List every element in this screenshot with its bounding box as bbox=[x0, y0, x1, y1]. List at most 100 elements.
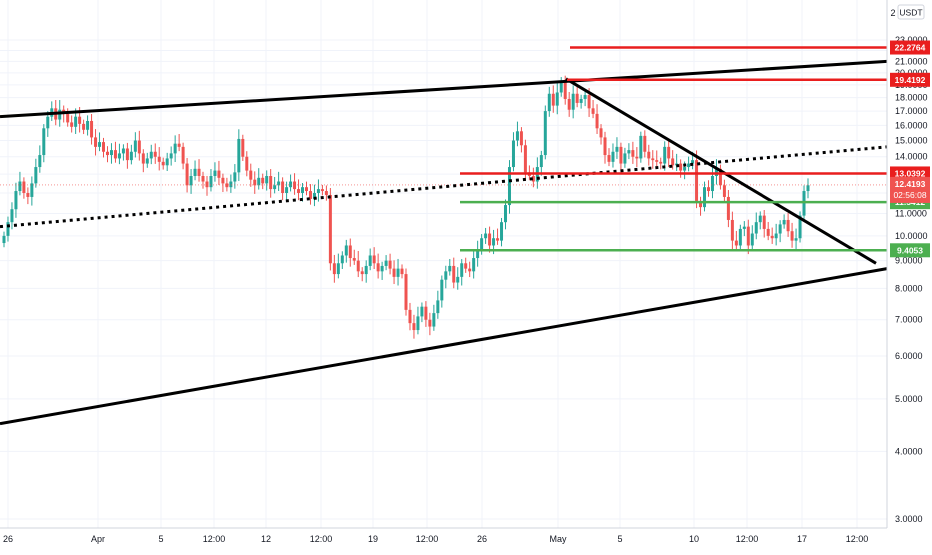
candle-body bbox=[412, 323, 416, 331]
candle bbox=[265, 170, 269, 191]
currency-badge[interactable]: USDT 2 bbox=[890, 4, 925, 20]
candle-body bbox=[607, 155, 611, 162]
candle-body bbox=[706, 187, 710, 192]
candle-body bbox=[567, 98, 571, 110]
candle bbox=[10, 202, 14, 230]
candle bbox=[125, 142, 129, 169]
candle bbox=[237, 129, 241, 181]
countdown-value: 02:56:08 bbox=[893, 190, 926, 200]
candle bbox=[82, 119, 86, 135]
candle-body bbox=[436, 300, 440, 314]
candle-body bbox=[22, 181, 26, 193]
candle bbox=[257, 168, 261, 190]
candle-body bbox=[806, 185, 810, 192]
candle-body bbox=[774, 233, 778, 239]
candle bbox=[782, 214, 786, 229]
candle bbox=[579, 94, 583, 109]
candle bbox=[241, 134, 245, 162]
level-badge: 22.2764 bbox=[890, 40, 930, 55]
candle bbox=[611, 143, 615, 168]
candle-body bbox=[571, 93, 575, 110]
candle bbox=[34, 158, 38, 188]
candle bbox=[253, 171, 257, 194]
candle-body bbox=[105, 151, 109, 156]
x-tick-label: 5 bbox=[617, 534, 622, 544]
candle-body bbox=[643, 135, 647, 152]
candle bbox=[754, 212, 758, 240]
candle bbox=[488, 226, 492, 253]
candle-body bbox=[58, 109, 62, 120]
candle bbox=[667, 139, 671, 168]
candle-body bbox=[575, 93, 579, 103]
candle bbox=[70, 115, 74, 133]
candle-body bbox=[480, 238, 484, 251]
trendline-channel-midline[interactable] bbox=[0, 145, 888, 229]
candle-body bbox=[543, 111, 547, 156]
x-tick-label: 12:00 bbox=[416, 534, 439, 544]
candle-body bbox=[388, 260, 392, 269]
candle-body bbox=[790, 231, 794, 241]
candle-body bbox=[197, 168, 201, 176]
candle-body bbox=[157, 156, 161, 162]
level-badge-bg bbox=[890, 40, 930, 55]
candle bbox=[583, 89, 587, 107]
candle bbox=[695, 150, 699, 209]
candle-body bbox=[352, 258, 356, 261]
candle bbox=[511, 132, 515, 172]
candle-body bbox=[102, 142, 106, 152]
candle bbox=[539, 150, 543, 176]
candle-body bbox=[623, 153, 627, 164]
candle-body bbox=[66, 113, 70, 123]
candle-body bbox=[448, 265, 452, 272]
candle-body bbox=[770, 235, 774, 239]
candle-body bbox=[42, 128, 46, 156]
candle bbox=[555, 82, 559, 115]
candle-body bbox=[117, 153, 121, 159]
candle bbox=[519, 127, 523, 153]
candle bbox=[452, 257, 456, 289]
candle-body bbox=[551, 93, 555, 106]
candle-body bbox=[488, 233, 492, 246]
level-value: 13.0392 bbox=[895, 168, 926, 178]
candle-body bbox=[225, 183, 229, 188]
candle-body bbox=[26, 192, 30, 197]
candle bbox=[599, 124, 603, 145]
candle bbox=[762, 210, 766, 238]
candle-body bbox=[599, 128, 603, 138]
candle bbox=[547, 86, 551, 117]
x-tick-label: 10 bbox=[689, 534, 699, 544]
level-badge-bg bbox=[890, 72, 930, 87]
candle-body bbox=[563, 81, 567, 99]
candle-body bbox=[583, 95, 587, 99]
trendline-channel-lower[interactable] bbox=[0, 267, 888, 426]
candle bbox=[699, 196, 703, 216]
candle-body bbox=[460, 263, 464, 277]
candle bbox=[149, 144, 153, 165]
candle bbox=[384, 255, 388, 271]
candle-body bbox=[519, 131, 523, 146]
trendline-descending-trendline[interactable] bbox=[565, 77, 877, 265]
candle-body bbox=[364, 265, 368, 275]
x-tick-label: 5 bbox=[158, 534, 163, 544]
candle bbox=[205, 175, 209, 196]
candle-body bbox=[400, 268, 404, 275]
candle-body bbox=[679, 163, 683, 171]
candle-body bbox=[695, 160, 699, 201]
candle-body bbox=[209, 175, 213, 188]
candle bbox=[117, 143, 121, 165]
candle bbox=[655, 150, 659, 167]
candle-body bbox=[496, 238, 500, 241]
candle-body bbox=[667, 146, 671, 159]
candle bbox=[484, 227, 488, 244]
candle-body bbox=[559, 81, 563, 93]
candle-body bbox=[241, 138, 245, 157]
candle-body bbox=[181, 146, 185, 164]
candle-body bbox=[257, 177, 261, 186]
trendline-channel-upper[interactable] bbox=[0, 59, 888, 119]
candle-body bbox=[539, 155, 543, 168]
candle-body bbox=[193, 168, 197, 176]
candle-body bbox=[297, 189, 301, 193]
candle-body bbox=[137, 140, 141, 154]
